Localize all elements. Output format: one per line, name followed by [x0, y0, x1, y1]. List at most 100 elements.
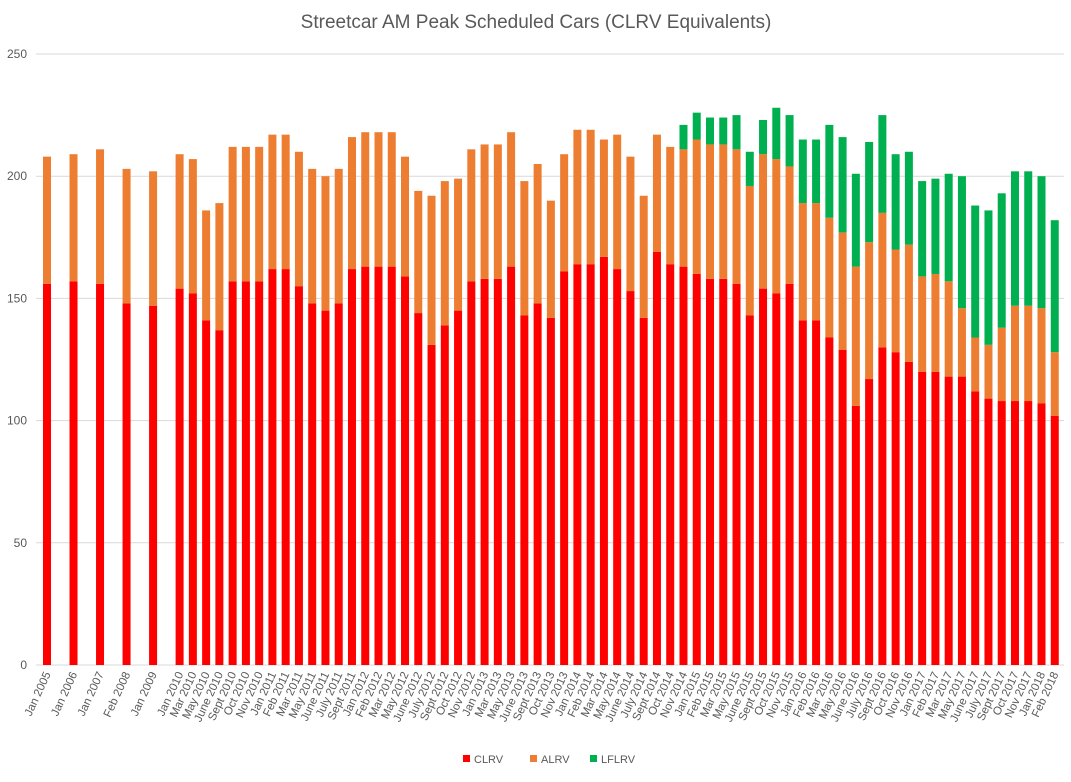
bar-lflrv	[851, 173, 860, 267]
bar-alrv	[122, 168, 131, 304]
bar-alrv	[573, 129, 582, 265]
bar-alrv	[255, 146, 264, 282]
bar-clrv	[96, 283, 105, 665]
bar-alrv	[241, 146, 250, 282]
bar-alrv	[865, 242, 874, 380]
y-tick-label: 200	[7, 169, 27, 183]
bar-lflrv	[785, 115, 794, 167]
bar-alrv	[1050, 352, 1059, 416]
bar-clrv	[69, 281, 78, 665]
x-tick-label: Jan 2005	[23, 670, 54, 718]
bar-clrv	[440, 325, 449, 665]
bar-alrv	[652, 134, 661, 252]
bar-alrv	[666, 146, 675, 265]
bar-clrv	[480, 278, 489, 665]
bar-alrv	[414, 190, 423, 314]
bar-alrv	[321, 176, 330, 311]
bar-lflrv	[971, 205, 980, 338]
y-tick-label: 50	[14, 536, 28, 550]
bar-clrv	[1024, 401, 1033, 665]
bar-clrv	[175, 288, 184, 665]
bar-alrv	[401, 156, 410, 277]
bar-alrv	[1037, 308, 1046, 404]
bar-alrv	[825, 217, 834, 338]
bar-clrv	[1010, 401, 1019, 665]
bar-lflrv	[1050, 220, 1059, 353]
bar-alrv	[957, 308, 966, 377]
bar-clrv	[838, 349, 847, 665]
bar-clrv	[904, 361, 913, 665]
bar-clrv	[374, 266, 383, 665]
bar-clrv	[520, 315, 529, 665]
bar-clrv	[493, 278, 502, 665]
x-tick-label: Jan 2007	[76, 670, 107, 718]
bar-clrv	[387, 266, 396, 665]
bar-alrv	[467, 149, 476, 282]
bar-alrv	[692, 139, 701, 274]
bar-lflrv	[997, 193, 1006, 328]
legend-label: LFLRV	[601, 754, 636, 766]
bar-alrv	[202, 210, 211, 321]
bar-clrv	[666, 264, 675, 665]
bar-alrv	[334, 168, 343, 304]
bar-alrv	[188, 159, 197, 294]
bar-lflrv	[706, 117, 714, 145]
bar-lflrv	[984, 210, 993, 345]
bar-clrv	[533, 303, 542, 665]
bar-clrv	[560, 271, 569, 665]
bars	[43, 107, 1059, 666]
legend: CLRV ALRV LFLRV	[463, 754, 636, 766]
bar-clrv	[427, 344, 436, 665]
bar-clrv	[414, 313, 423, 665]
bar-alrv	[931, 273, 940, 372]
x-tick-label: Jan 2006	[49, 670, 80, 718]
bar-lflrv	[772, 107, 781, 160]
bar-clrv	[454, 310, 463, 665]
bar-clrv	[1050, 415, 1059, 665]
bar-clrv	[745, 315, 754, 665]
bar-clrv	[334, 303, 343, 665]
bar-alrv	[96, 149, 105, 284]
bar-lflrv	[891, 154, 900, 250]
legend-label: CLRV	[474, 754, 504, 766]
bar-clrv	[573, 264, 582, 665]
bar-clrv	[507, 266, 516, 665]
y-tick-label: 0	[20, 658, 27, 672]
bar-alrv	[679, 149, 688, 267]
bar-alrv	[891, 249, 900, 353]
bar-lflrv	[1037, 176, 1046, 309]
bar-clrv	[467, 281, 476, 665]
bar-alrv	[626, 156, 635, 292]
y-axis-ticks: 0 50 100 150 200 250	[7, 47, 27, 672]
bar-alrv	[745, 185, 754, 316]
bar-clrv	[586, 264, 595, 665]
bar-clrv	[626, 291, 635, 665]
bar-alrv	[215, 203, 224, 331]
bar-alrv	[387, 132, 396, 267]
bar-alrv	[454, 178, 463, 311]
bar-alrv	[1010, 305, 1019, 402]
bar-clrv	[984, 398, 993, 665]
bar-lflrv	[798, 139, 807, 204]
bar-clrv	[679, 266, 688, 665]
bar-alrv	[613, 134, 622, 270]
bar-lflrv	[904, 151, 913, 245]
bar-clrv	[241, 281, 250, 665]
legend-swatch-lflrv	[590, 755, 597, 762]
bar-clrv	[865, 379, 874, 665]
bar-clrv	[202, 320, 211, 665]
bar-alrv	[586, 129, 595, 265]
bar-clrv	[732, 283, 741, 665]
bar-alrv	[374, 132, 383, 267]
bar-lflrv	[918, 181, 927, 277]
bar-clrv	[268, 269, 277, 665]
bar-lflrv	[825, 124, 834, 218]
bar-lflrv	[719, 117, 728, 145]
bar-clrv	[785, 283, 794, 665]
bar-clrv	[851, 405, 860, 665]
bar-alrv	[493, 144, 502, 279]
bar-lflrv	[931, 178, 940, 274]
bar-alrv	[43, 156, 51, 284]
bar-clrv	[825, 337, 834, 665]
